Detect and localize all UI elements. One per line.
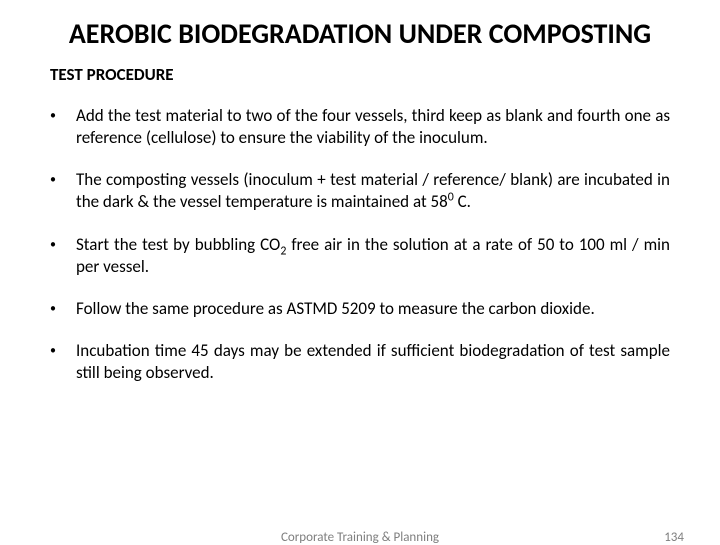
list-item: • Start the test by bubbling CO2 free ai… [50, 234, 670, 278]
bullet-marker: • [50, 105, 76, 125]
list-item: • Follow the same procedure as ASTMD 520… [50, 298, 670, 320]
list-item: • Add the test material to two of the fo… [50, 105, 670, 149]
bullet-text-part: Start the test by bubbling CO [76, 234, 280, 255]
bullet-text-part: C. [454, 191, 471, 212]
bullet-marker: • [50, 234, 76, 254]
bullet-text: Start the test by bubbling CO2 free air … [76, 234, 670, 278]
bullet-marker: • [50, 169, 76, 189]
slide: AEROBIC BIODEGRADATION UNDER COMPOSTING … [0, 0, 720, 540]
section-subtitle: TEST PROCEDURE [50, 64, 670, 85]
bullet-text: The composting vessels (inoculum + test … [76, 169, 670, 213]
bullet-list: • Add the test material to two of the fo… [50, 105, 670, 384]
page-title: AEROBIC BIODEGRADATION UNDER COMPOSTING [50, 18, 670, 50]
footer-text: Corporate Training & Planning [281, 530, 439, 545]
list-item: • Incubation time 45 days may be extende… [50, 340, 670, 384]
bullet-text: Follow the same procedure as ASTMD 5209 … [76, 298, 670, 320]
list-item: • The composting vessels (inoculum + tes… [50, 169, 670, 213]
bullet-marker: • [50, 340, 76, 360]
bullet-marker: • [50, 298, 76, 318]
bullet-text: Add the test material to two of the four… [76, 105, 670, 149]
bullet-text: Incubation time 45 days may be extended … [76, 340, 670, 384]
page-number: 134 [664, 530, 684, 545]
bullet-text-part: The composting vessels (inoculum + test … [76, 169, 670, 212]
